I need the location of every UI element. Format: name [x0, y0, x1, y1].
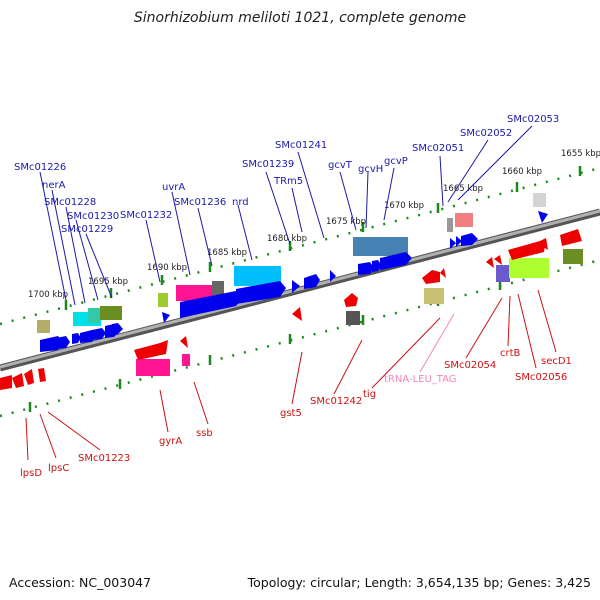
topology-text: Topology: circular; Length: 3,654,135 bp… [247, 575, 591, 590]
gene-label: SMc02053 [507, 114, 559, 125]
scale-label: 1665 kbp [443, 184, 483, 194]
scale-label: 1680 kbp [267, 234, 307, 244]
gene-label: crtB [500, 348, 521, 359]
gene-label: TRm5 [273, 176, 303, 187]
forward-features [37, 193, 546, 333]
gene-label: SMc01239 [242, 159, 294, 170]
scale-label: 1685 kbp [207, 248, 247, 258]
reverse-label-group: lpsD lpsC SMc01223 gyrA ssb gst5 SMc0124… [20, 348, 572, 479]
reverse-leaders [25, 289, 557, 461]
gene-label: SMc02056 [515, 372, 567, 383]
gene-label: tig [363, 389, 376, 400]
gene-label: SMc02052 [460, 128, 512, 139]
gene-label: tRNA-LEU_TAG [384, 374, 457, 385]
accession-text: Accession: NC_003047 [9, 575, 152, 590]
gene-label: nrd [232, 197, 249, 208]
forward-label-group: SMc01226 nerA SMc01228 SMc01230 SMc01229… [14, 114, 559, 235]
gene-label: uvrA [162, 182, 185, 193]
gene-label: secD1 [541, 356, 572, 367]
map-title: Sinorhizobium meliloti 1021, complete ge… [133, 10, 467, 26]
gene-label: SMc01230 [67, 211, 119, 222]
scale-label: 1670 kbp [384, 201, 424, 211]
gene-label: SMc02054 [444, 360, 496, 371]
gene-label: SMc01236 [174, 197, 226, 208]
gene-label: SMc02051 [412, 143, 464, 154]
trna-leader [419, 313, 455, 373]
gene-label: ssb [196, 428, 213, 439]
gene-label: gst5 [280, 408, 302, 419]
scale-label: 1700 kbp [28, 290, 68, 300]
gene-label: lpsC [48, 463, 69, 474]
gene-label: lpsD [20, 468, 42, 479]
gene-label: SMc01241 [275, 140, 327, 151]
gene-label: SMc01228 [44, 197, 96, 208]
gene-label: gcvT [328, 160, 353, 171]
gene-label: SMc01242 [310, 396, 362, 407]
scale-label: 1695 kbp [88, 277, 128, 287]
gene-label: gyrA [159, 436, 182, 447]
scale-label: 1660 kbp [502, 167, 542, 177]
reverse-features [136, 249, 583, 376]
gene-label: SMc01226 [14, 162, 66, 173]
scale-label: 1675 kbp [326, 217, 366, 227]
reverse-major-ticks [28, 280, 502, 412]
scale-label: 1690 kbp [147, 263, 187, 273]
scale-label: 1655 kbp [561, 149, 600, 159]
reverse-arrows [0, 229, 582, 390]
gene-label: gcvH [358, 164, 383, 175]
major-ticks [64, 166, 582, 310]
gene-label: SMc01229 [61, 224, 113, 235]
gene-label: nerA [42, 180, 66, 191]
gene-label: SMc01232 [120, 210, 172, 221]
genome-backbone-highlight [0, 209, 600, 369]
forward-tick-track [0, 166, 600, 326]
forward-leaders [39, 125, 533, 306]
forward-arrows [40, 211, 548, 352]
gene-label: SMc01223 [78, 453, 130, 464]
gene-label: gcvP [384, 156, 408, 167]
